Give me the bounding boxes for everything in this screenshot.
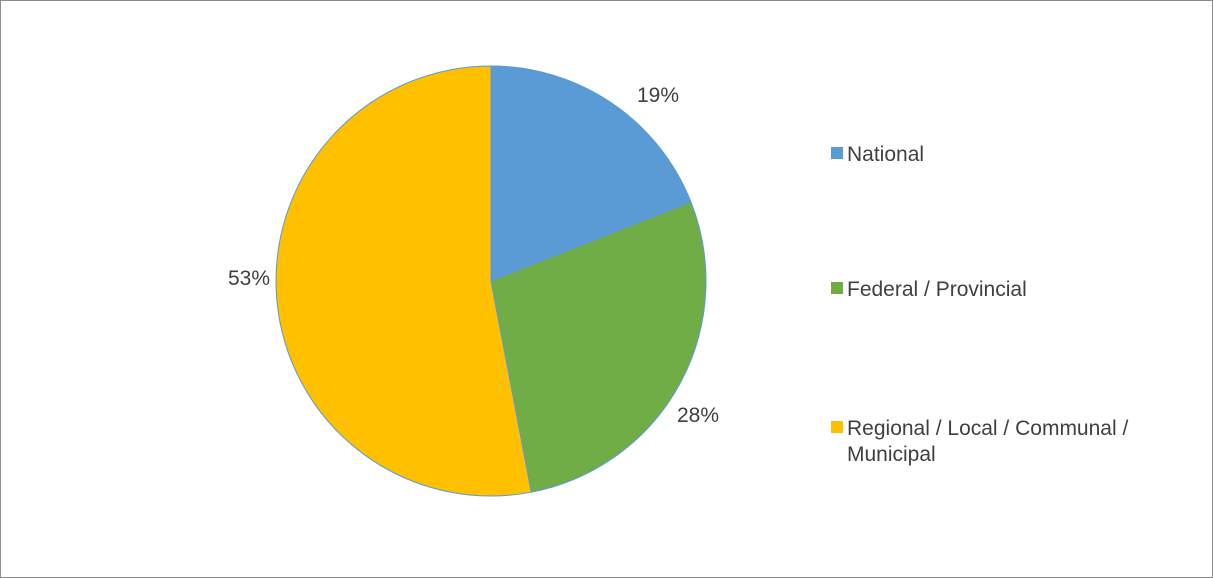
- pie-slice-federal-provincial: [490, 201, 707, 493]
- legend-item-national: National: [831, 142, 1192, 168]
- legend-label-regional-local: Regional / Local / Communal / Municipal: [847, 417, 1129, 466]
- data-label-national: 19%: [637, 84, 679, 107]
- data-label-federal-provincial: 28%: [677, 404, 719, 427]
- legend-label-national: National: [847, 143, 925, 166]
- legend-item-federal-provincial: Federal / Provincial: [831, 277, 1192, 303]
- legend-swatch-regional-local: [831, 421, 843, 433]
- legend-label-federal-provincial: Federal / Provincial: [847, 278, 1027, 301]
- legend-swatch-national: [831, 147, 843, 159]
- legend-item-regional-local: Regional / Local / Communal / Municipal: [831, 416, 1192, 468]
- pie-slice-regional-local: [275, 65, 532, 497]
- pie-slice-national: [490, 65, 692, 282]
- legend-swatch-federal-provincial: [831, 282, 843, 294]
- data-label-regional-local: 53%: [228, 267, 270, 290]
